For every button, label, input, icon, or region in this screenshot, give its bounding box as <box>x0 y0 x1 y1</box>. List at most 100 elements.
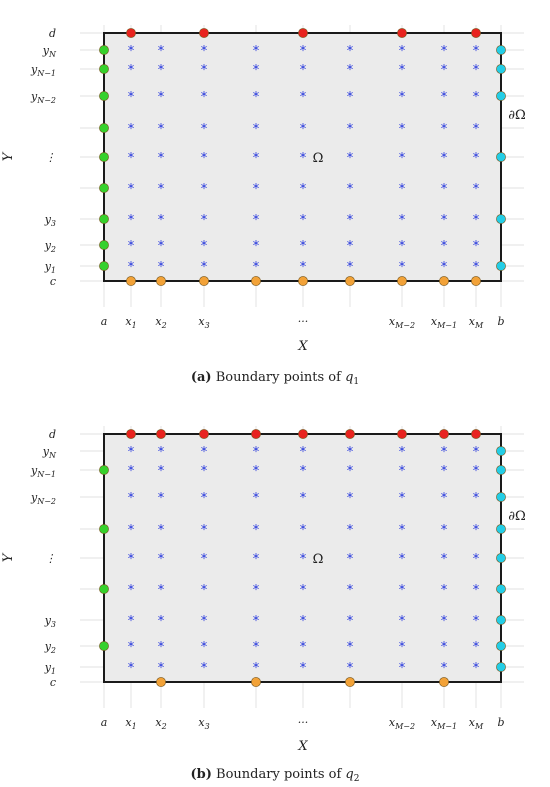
interior-grid-point: * <box>201 239 208 254</box>
x-tick-x2: x2 <box>155 315 166 330</box>
interior-grid-point: * <box>253 63 260 78</box>
y-tick-y3: y3 <box>44 614 56 629</box>
domain-omega <box>103 433 502 683</box>
x-tick-dots: ··· <box>298 315 309 328</box>
x-tick-xM1: xM−1 <box>431 716 457 731</box>
interior-grid-point: * <box>399 239 406 254</box>
interior-grid-point: * <box>253 260 260 275</box>
top-boundary-point <box>251 429 261 439</box>
interior-grid-point: * <box>253 491 260 506</box>
panel-caption: (b) Boundary points of q2 <box>191 767 360 784</box>
interior-grid-point: * <box>158 182 165 197</box>
x-tick-x1: x1 <box>125 716 136 731</box>
y-tick-d: d <box>49 27 56 40</box>
interior-grid-point: * <box>347 182 354 197</box>
x-tick-xM: xM <box>469 716 484 731</box>
interior-grid-point: * <box>201 640 208 655</box>
left-boundary-point <box>99 123 109 133</box>
interior-grid-point: * <box>128 445 135 460</box>
interior-grid-point: * <box>128 239 135 254</box>
interior-grid-point: * <box>253 445 260 460</box>
interior-grid-point: * <box>300 661 307 676</box>
interior-grid-point: * <box>441 260 448 275</box>
interior-grid-point: * <box>347 445 354 460</box>
interior-grid-point: * <box>300 491 307 506</box>
interior-grid-point: * <box>347 614 354 629</box>
interior-grid-point: * <box>473 90 480 105</box>
interior-grid-point: * <box>128 552 135 567</box>
top-boundary-point <box>345 429 355 439</box>
bottom-boundary-point <box>397 276 407 286</box>
interior-grid-point: * <box>253 182 260 197</box>
interior-grid-point: * <box>441 464 448 479</box>
right-boundary-point <box>496 446 506 456</box>
interior-grid-point: * <box>201 213 208 228</box>
interior-grid-point: * <box>473 661 480 676</box>
top-boundary-point <box>439 429 449 439</box>
interior-grid-point: * <box>399 151 406 166</box>
interior-grid-point: * <box>201 491 208 506</box>
interior-grid-point: * <box>347 63 354 78</box>
y-tick-y2: y2 <box>44 640 56 655</box>
interior-grid-point: * <box>201 614 208 629</box>
interior-grid-point: * <box>128 464 135 479</box>
bottom-boundary-point <box>251 276 261 286</box>
interior-grid-point: * <box>300 464 307 479</box>
interior-grid-point: * <box>399 491 406 506</box>
interior-grid-point: * <box>473 182 480 197</box>
interior-grid-point: * <box>347 464 354 479</box>
interior-grid-point: * <box>128 213 135 228</box>
y-tick-dots: ⋮ <box>45 151 56 164</box>
y-tick-c: c <box>50 676 56 689</box>
x-tick-x1: x1 <box>125 315 136 330</box>
top-boundary-point <box>298 429 308 439</box>
y-tick-yN: yN <box>42 44 57 59</box>
left-boundary-point <box>99 584 109 594</box>
interior-grid-point: * <box>201 464 208 479</box>
interior-grid-point: * <box>158 213 165 228</box>
left-boundary-point <box>99 641 109 651</box>
interior-grid-point: * <box>399 552 406 567</box>
interior-grid-point: * <box>253 523 260 538</box>
interior-grid-point: * <box>158 614 165 629</box>
interior-grid-point: * <box>128 491 135 506</box>
interior-grid-point: * <box>201 63 208 78</box>
interior-grid-point: * <box>201 552 208 567</box>
interior-grid-point: * <box>473 640 480 655</box>
top-boundary-point <box>199 28 209 38</box>
bottom-boundary-point <box>156 677 166 687</box>
right-boundary-point <box>496 64 506 74</box>
bottom-boundary-point <box>439 677 449 687</box>
interior-grid-point: * <box>399 523 406 538</box>
interior-grid-point: * <box>201 583 208 598</box>
top-boundary-point <box>156 429 166 439</box>
interior-grid-point: * <box>473 614 480 629</box>
boundary-label: ∂Ω <box>508 108 526 123</box>
interior-grid-point: * <box>441 491 448 506</box>
interior-grid-point: * <box>158 44 165 59</box>
interior-grid-point: * <box>347 491 354 506</box>
interior-grid-point: * <box>253 213 260 228</box>
x-tick-b: b <box>497 315 504 328</box>
interior-grid-point: * <box>441 182 448 197</box>
interior-grid-point: * <box>300 640 307 655</box>
interior-grid-point: * <box>253 151 260 166</box>
right-boundary-point <box>496 261 506 271</box>
interior-grid-point: * <box>441 239 448 254</box>
interior-grid-point: * <box>158 63 165 78</box>
right-boundary-point <box>496 615 506 625</box>
interior-grid-point: * <box>128 90 135 105</box>
y-tick-y1: y1 <box>44 661 56 676</box>
right-boundary-point <box>496 91 506 101</box>
x-tick-a: a <box>101 315 108 328</box>
interior-grid-point: * <box>158 90 165 105</box>
interior-grid-point: * <box>347 552 354 567</box>
interior-grid-point: * <box>441 640 448 655</box>
interior-grid-point: * <box>128 63 135 78</box>
interior-grid-point: * <box>347 122 354 137</box>
right-boundary-point <box>496 492 506 502</box>
right-boundary-point <box>496 45 506 55</box>
panel-caption: (a) Boundary points of q1 <box>191 370 359 387</box>
interior-grid-point: * <box>441 63 448 78</box>
interior-grid-point: * <box>473 491 480 506</box>
